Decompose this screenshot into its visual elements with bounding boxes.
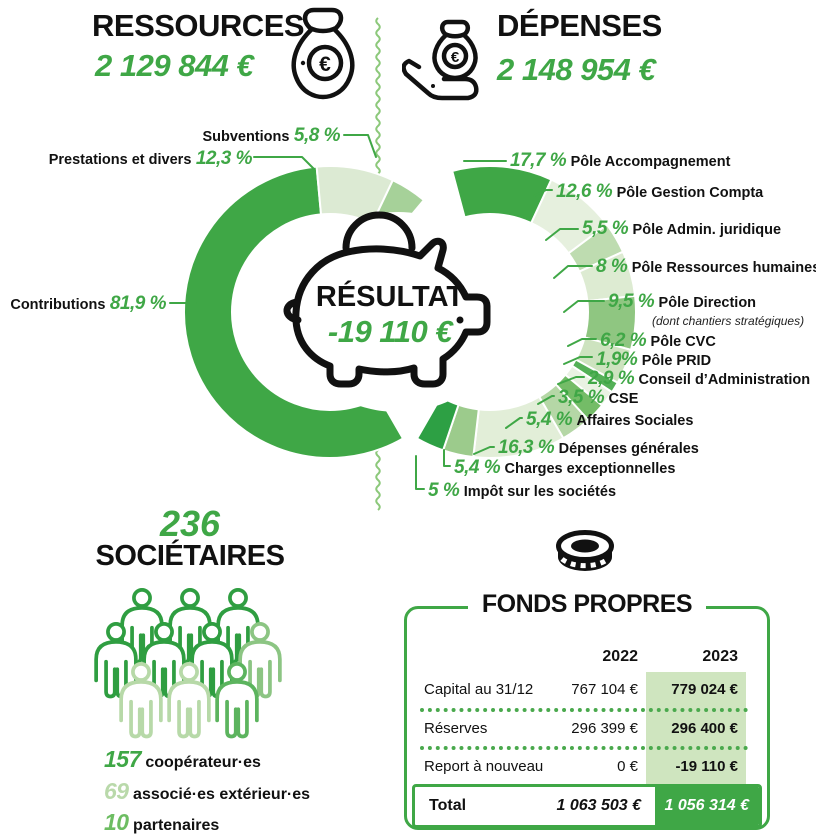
- coin-slot-arc: [342, 211, 416, 252]
- segment-label-depenses-generales: 16,3 % Dépenses générales: [498, 437, 699, 458]
- segment-label-impot: 5 % Impôt sur les sociétés: [428, 480, 617, 501]
- capital-2022: 767 104 €: [571, 681, 638, 698]
- segment-label-gestion-compta: 12,6 % Pôle Gestion Compta: [556, 181, 764, 202]
- segment-label-prestations: Prestations et divers 12,3 %: [48, 148, 253, 169]
- column-2023-highlight: [646, 672, 746, 786]
- dotted-divider: [420, 708, 748, 712]
- label-connector-lines: [169, 134, 605, 490]
- capital-2023: 779 024 €: [671, 681, 738, 698]
- euro-glyph: €: [451, 49, 460, 66]
- segment-label-charges-exceptionnelles: 5,4 % Charges exceptionnelles: [454, 457, 676, 478]
- segment-label-affaires-sociales: 5,4 % Affaires Sociales: [526, 409, 694, 430]
- result-amount: -19 110 €: [327, 314, 453, 349]
- segment-note-direction: (dont chantiers stratégiques): [652, 314, 805, 328]
- segment-label-direction: 9,5 % Pôle Direction: [608, 291, 757, 312]
- result-label: RÉSULTAT: [315, 281, 465, 313]
- fonds-propres-title-wrap: FONDS PROPRES: [404, 590, 770, 619]
- fonds-propres-title: FONDS PROPRES: [467, 590, 707, 619]
- piggy-bank-icon: [283, 211, 491, 388]
- total-row: Total 1 063 503 € 1 056 314 €: [412, 784, 762, 828]
- segment-label-cse: 3,5 % CSE: [558, 387, 639, 408]
- expenses-title: DÉPENSES: [497, 8, 662, 43]
- dotted-divider: [420, 746, 748, 750]
- total-2023: 1 056 314 €: [664, 797, 749, 814]
- row-label-report: Report à nouveau: [424, 758, 544, 775]
- row-label-reserves: Réserves: [424, 720, 488, 737]
- people-crowd-icon: [94, 588, 282, 739]
- stat-associes: 69 associé·es extérieur·es: [104, 778, 311, 804]
- segment-label-cvc: 6,2 % Pôle CVC: [600, 330, 716, 351]
- segment-label-conseil-administration: 2,9 % Conseil d’Administration: [588, 368, 811, 389]
- segment-label-admin-juridique: 5,5 % Pôle Admin. juridique: [582, 218, 782, 239]
- resources-title: RESSOURCES: [92, 8, 305, 43]
- piggy-snout-dot: [456, 316, 464, 324]
- row-label-capital: Capital au 31/12: [424, 681, 534, 698]
- segment-label-subventions: Subventions 5,8 %: [202, 125, 340, 146]
- stat-cooperateurs: 157 coopérateur·es: [104, 746, 261, 772]
- coin-icon: [556, 530, 614, 571]
- report-2023: -19 110 €: [675, 758, 738, 775]
- donut-segment-contributions: [183, 165, 405, 459]
- charts-stage: [169, 17, 637, 511]
- euro-glyph: €: [319, 53, 331, 76]
- segment-label-contributions: Contributions 81,9 %: [10, 293, 166, 314]
- total-label: Total: [429, 797, 467, 814]
- col-header-2023: 2023: [702, 648, 738, 665]
- piggy-body: [292, 237, 491, 388]
- report-2022: 0 €: [617, 758, 638, 775]
- resources-amount: 2 129 844 €: [95, 48, 254, 83]
- donut-charts: [183, 165, 637, 459]
- stat-partenaires: 10 partenaires: [104, 809, 220, 835]
- hand-giving-money-icon: €: [402, 19, 479, 101]
- piggy-tail: [283, 298, 302, 324]
- total-2023-cell-bg: [655, 787, 759, 825]
- segment-label-prid: 1,9% Pôle PRID: [596, 349, 712, 370]
- money-bag-icon: €: [291, 7, 355, 100]
- members-title: SOCIÉTAIRES: [95, 540, 285, 572]
- reserves-2022: 296 399 €: [571, 720, 638, 737]
- expenses-amount: 2 148 954 €: [497, 52, 656, 87]
- segment-label-accompagnement: 17,7 % Pôle Accompagnement: [510, 150, 731, 171]
- reserves-2023: 296 400 €: [671, 720, 738, 737]
- col-header-2022: 2022: [602, 648, 638, 665]
- segment-label-ressources-humaines: 8 % Pôle Ressources humaines: [596, 256, 816, 277]
- total-2022: 1 063 503 €: [556, 797, 641, 814]
- members-count: 236: [159, 503, 221, 544]
